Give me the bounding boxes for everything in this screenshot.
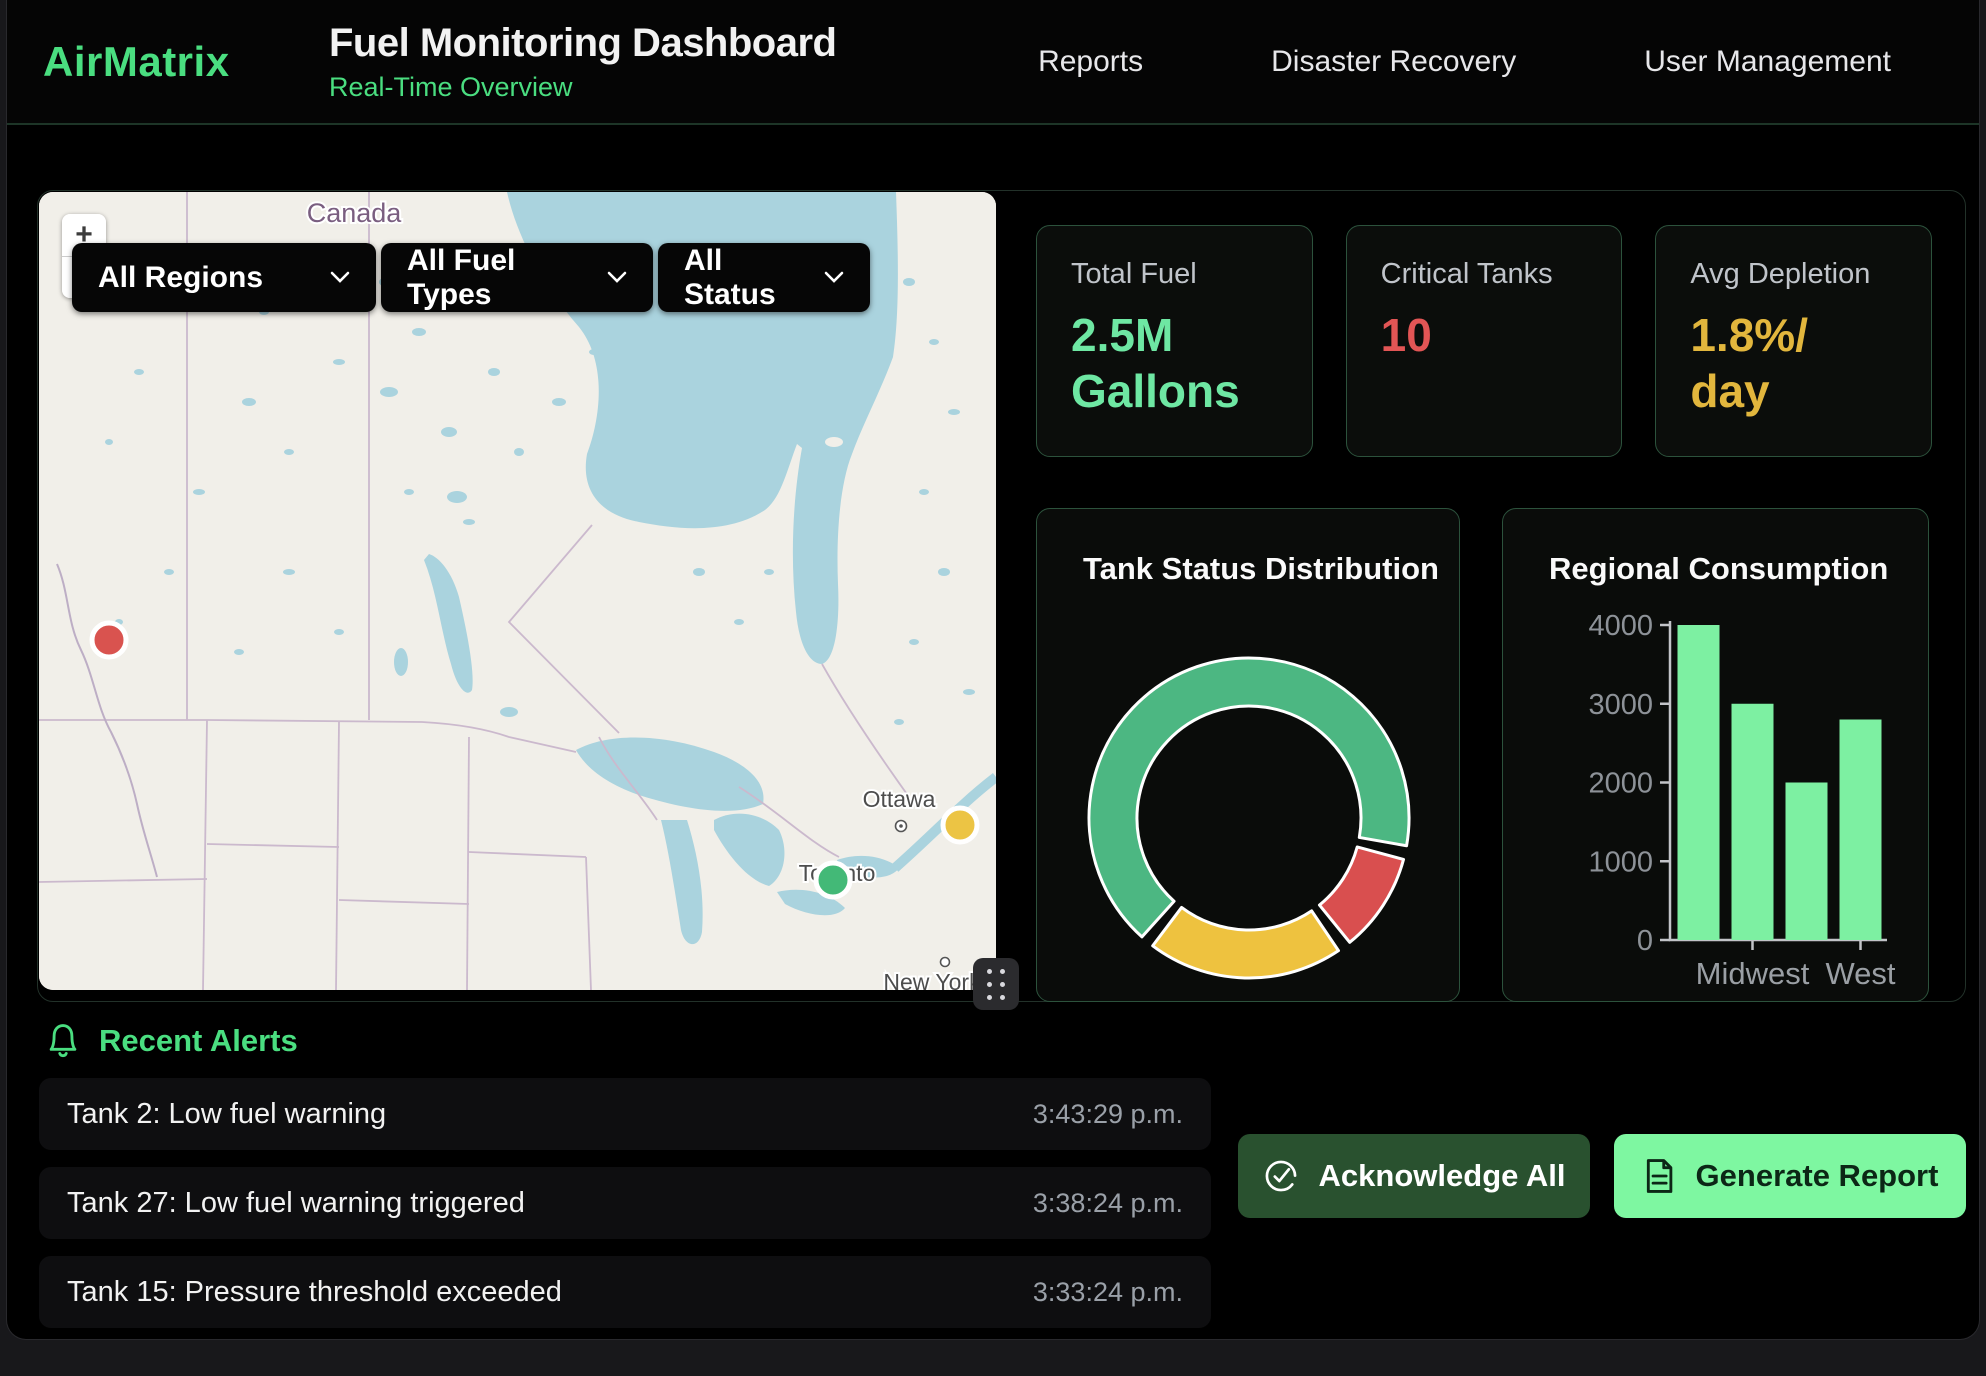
alert-text: Tank 2: Low fuel warning bbox=[67, 1097, 387, 1130]
main-nav: Reports Disaster Recovery User Managemen… bbox=[1038, 45, 1943, 79]
bar-west bbox=[1839, 719, 1882, 940]
region-filter-value: All Regions bbox=[98, 260, 264, 294]
tank-status-donut-chart bbox=[1087, 656, 1411, 980]
region-filter-dropdown[interactable]: All Regions bbox=[72, 243, 376, 312]
alert-row[interactable]: Tank 27: Low fuel warning triggered 3:38… bbox=[39, 1167, 1211, 1239]
fuel-type-filter-dropdown[interactable]: All Fuel Types bbox=[381, 243, 653, 312]
stat-label: Avg Depletion bbox=[1690, 258, 1871, 290]
document-icon bbox=[1646, 1159, 1672, 1193]
lake-erie bbox=[777, 889, 845, 916]
chevron-down-icon bbox=[824, 271, 844, 284]
tank-status-distribution-card: Tank Status Distribution bbox=[1036, 508, 1460, 1002]
alert-row[interactable]: Tank 2: Low fuel warning 3:43:29 p.m. bbox=[39, 1078, 1211, 1150]
alert-text: Tank 15: Pressure threshold exceeded bbox=[67, 1275, 562, 1308]
bar-region-1 bbox=[1677, 625, 1720, 940]
recent-alerts-header: Recent Alerts bbox=[45, 1022, 298, 1060]
status-filter-dropdown[interactable]: All Status bbox=[658, 243, 870, 312]
x-tick-label: West bbox=[1825, 956, 1895, 991]
regional-consumption-bar-chart: 0 1000 2000 3000 4000 Midwest West bbox=[1588, 610, 1895, 991]
bar-midwest bbox=[1731, 703, 1774, 940]
stat-label: Critical Tanks bbox=[1380, 258, 1553, 290]
stat-value-total-fuel: 2.5M Gallons bbox=[1071, 309, 1240, 418]
map-filters: All Regions All Fuel Types All Status bbox=[72, 243, 870, 312]
stat-card-total-fuel: Total Fuel 2.5M Gallons bbox=[1036, 225, 1313, 457]
recent-alerts-title: Recent Alerts bbox=[99, 1023, 298, 1058]
resize-drag-handle[interactable] bbox=[973, 958, 1019, 1010]
stats-row: Total Fuel 2.5M Gallons Critical Tanks 1… bbox=[1036, 225, 1933, 457]
dashboard-root: AirMatrix Fuel Monitoring Dashboard Real… bbox=[6, 0, 1980, 1340]
lake-winnipeg bbox=[424, 554, 473, 693]
alert-list: Tank 2: Low fuel warning 3:43:29 p.m. Ta… bbox=[39, 1078, 1211, 1339]
stat-value-avg-depletion: 1.8%/ day bbox=[1690, 309, 1808, 418]
stat-label: Total Fuel bbox=[1071, 258, 1197, 290]
alert-actions: Acknowledge All Generate Report bbox=[1238, 1134, 1966, 1218]
lake-michigan bbox=[661, 820, 703, 945]
y-tick-label: 3000 bbox=[1588, 689, 1653, 721]
belcher-islands bbox=[825, 437, 843, 447]
x-tick-label: Midwest bbox=[1696, 956, 1810, 991]
bar-region-3 bbox=[1785, 782, 1828, 940]
title-block: Fuel Monitoring Dashboard Real-Time Over… bbox=[329, 20, 837, 103]
alert-text: Tank 27: Low fuel warning triggered bbox=[67, 1186, 525, 1219]
fuel-type-filter-value: All Fuel Types bbox=[407, 243, 516, 311]
stat-card-avg-depletion: Avg Depletion 1.8%/ day bbox=[1655, 225, 1933, 457]
alert-time: 3:38:24 p.m. bbox=[1032, 1187, 1183, 1218]
y-tick-label: 2000 bbox=[1588, 768, 1653, 800]
nav-item-user-management[interactable]: User Management bbox=[1644, 44, 1891, 78]
donut-slice-normal bbox=[1087, 656, 1411, 939]
page-title: Fuel Monitoring Dashboard bbox=[329, 20, 837, 65]
map-label-ottawa: Ottawa bbox=[863, 786, 936, 812]
brand-logo: AirMatrix bbox=[43, 37, 230, 85]
lake-huron bbox=[714, 813, 785, 886]
tank-markers bbox=[89, 620, 980, 900]
chevron-down-icon bbox=[330, 271, 350, 284]
y-tick-label: 0 bbox=[1637, 925, 1653, 957]
bell-icon bbox=[49, 1024, 77, 1058]
town-dots bbox=[894, 819, 951, 968]
donut-chart-title: Tank Status Distribution bbox=[1083, 551, 1439, 586]
lake-superior bbox=[576, 737, 764, 811]
map-label-canada: Canada bbox=[307, 198, 403, 228]
donut-slice-warning bbox=[1151, 905, 1340, 980]
stat-card-critical-tanks: Critical Tanks 10 bbox=[1345, 225, 1623, 457]
alert-row[interactable]: Tank 15: Pressure threshold exceeded 3:3… bbox=[39, 1256, 1211, 1328]
lake-ontario bbox=[837, 855, 899, 878]
bar-chart-title: Regional Consumption bbox=[1549, 551, 1889, 586]
generate-report-label: Generate Report bbox=[1695, 1158, 1939, 1193]
page-subtitle: Real-Time Overview bbox=[329, 71, 573, 102]
map[interactable]: Canada Ottawa Toronto New York bbox=[39, 192, 996, 990]
status-filter-value: All Status bbox=[684, 243, 776, 311]
acknowledge-all-label: Acknowledge All bbox=[1318, 1158, 1566, 1193]
regional-consumption-card: Regional Consumption 0 1000 2000 3000 4000 Mi… bbox=[1502, 508, 1929, 1002]
map-borders bbox=[39, 192, 910, 990]
tank-marker-normal[interactable] bbox=[813, 860, 853, 900]
y-tick-label: 4000 bbox=[1588, 610, 1653, 642]
nav-item-disaster-recovery[interactable]: Disaster Recovery bbox=[1271, 44, 1517, 78]
header: AirMatrix Fuel Monitoring Dashboard Real… bbox=[7, 0, 1979, 125]
tank-marker-critical[interactable] bbox=[89, 620, 129, 660]
map-svg: Canada Ottawa Toronto New York bbox=[39, 192, 996, 990]
alert-time: 3:43:29 p.m. bbox=[1032, 1098, 1183, 1129]
map-label-new-york: New York bbox=[883, 969, 981, 990]
tank-marker-warning[interactable] bbox=[940, 805, 980, 845]
donut-slice-critical bbox=[1317, 845, 1406, 944]
stat-value-critical-tanks: 10 bbox=[1380, 309, 1432, 361]
alert-time: 3:33:24 p.m. bbox=[1032, 1276, 1183, 1307]
generate-report-button[interactable]: Generate Report bbox=[1614, 1134, 1966, 1218]
nav-item-reports[interactable]: Reports bbox=[1038, 44, 1144, 78]
y-tick-label: 1000 bbox=[1588, 846, 1653, 878]
check-circle-icon bbox=[1265, 1160, 1296, 1192]
st-lawrence-river bbox=[891, 773, 996, 872]
acknowledge-all-button[interactable]: Acknowledge All bbox=[1238, 1134, 1590, 1218]
chevron-down-icon bbox=[607, 271, 627, 284]
